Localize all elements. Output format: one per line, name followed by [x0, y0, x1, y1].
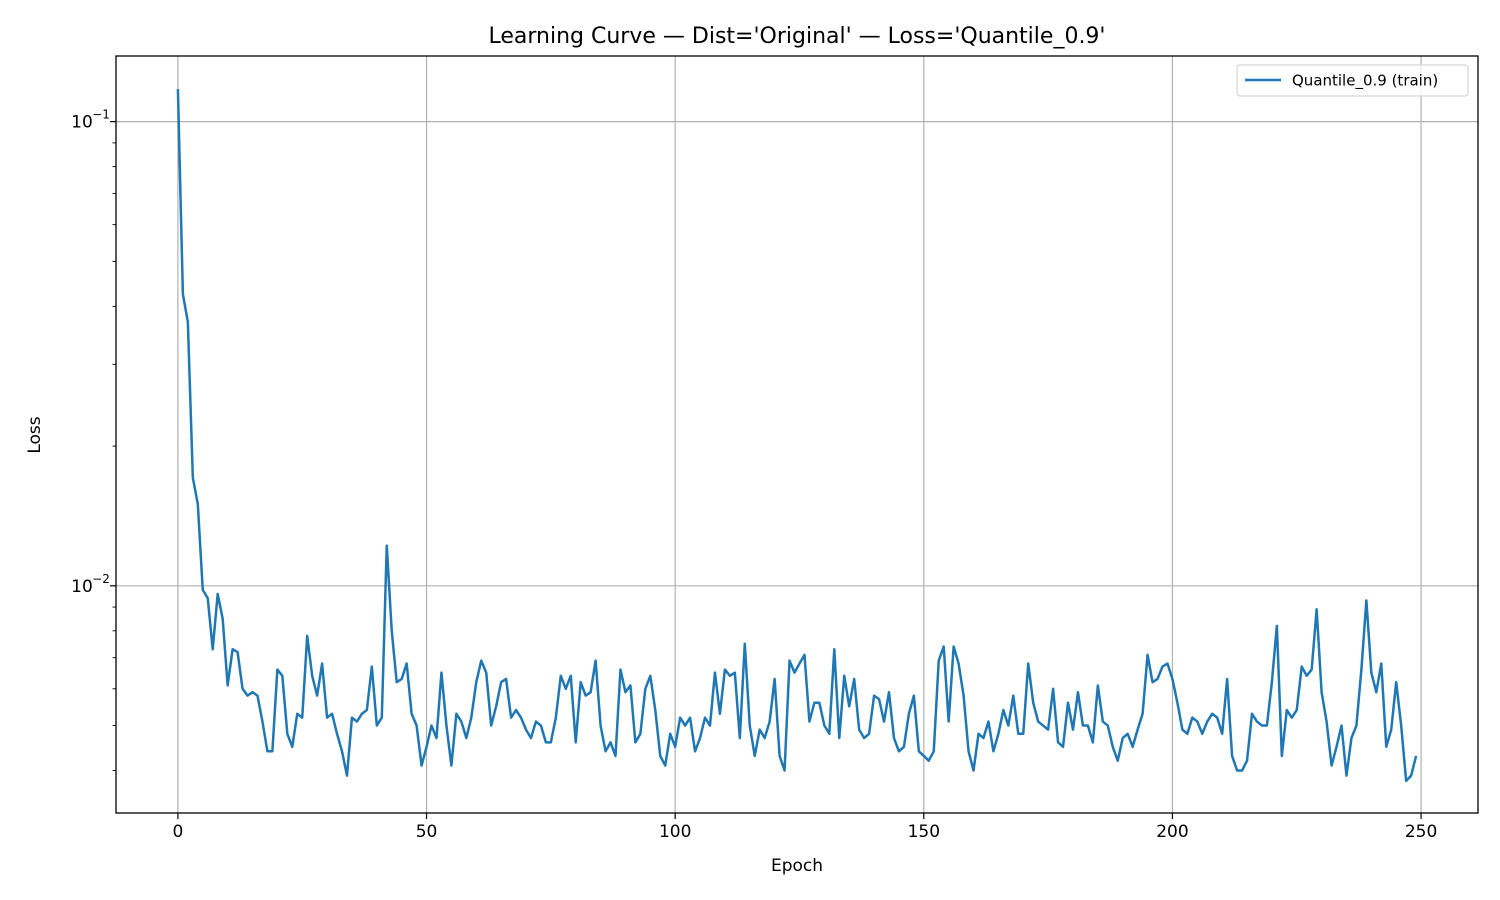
- y-tick-exponent: −1: [92, 108, 110, 122]
- y-tick-label: 10: [71, 113, 93, 133]
- y-axis-label: Loss: [25, 416, 45, 453]
- x-tick-label: 100: [659, 822, 691, 842]
- x-tick-label: 250: [1405, 822, 1437, 842]
- legend-label: Quantile_0.9 (train): [1292, 72, 1438, 91]
- series-line-quantile-train: [176, 89, 1418, 783]
- legend-box: [1236, 64, 1469, 97]
- x-tick-label: 200: [1156, 822, 1188, 842]
- series-layer: [176, 89, 1418, 783]
- grid-lines: [116, 56, 1478, 813]
- plot-frame: [115, 55, 1479, 814]
- x-tick-label: 0: [172, 822, 183, 842]
- legend: Quantile_0.9 (train): [1236, 64, 1469, 97]
- x-tick-label: 150: [908, 822, 940, 842]
- chart-title: Learning Curve — Dist='Original' — Loss=…: [489, 24, 1106, 49]
- y-tick-label: 10: [71, 577, 93, 597]
- x-tick-label: 50: [416, 822, 438, 842]
- x-axis-label: Epoch: [771, 856, 823, 876]
- y-tick-exponent: −2: [92, 572, 110, 586]
